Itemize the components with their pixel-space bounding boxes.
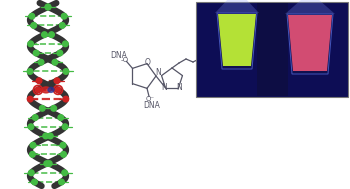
Circle shape xyxy=(54,78,60,84)
Text: N: N xyxy=(162,83,167,92)
Circle shape xyxy=(33,50,39,56)
Circle shape xyxy=(42,32,47,37)
Text: O⁻: O⁻ xyxy=(146,96,155,102)
Circle shape xyxy=(44,161,50,166)
Polygon shape xyxy=(285,0,335,14)
Circle shape xyxy=(61,13,67,19)
Text: Pt: Pt xyxy=(259,67,271,75)
Polygon shape xyxy=(215,0,259,13)
Circle shape xyxy=(32,179,37,185)
Circle shape xyxy=(62,170,68,176)
Text: N: N xyxy=(156,68,161,77)
Text: DNA: DNA xyxy=(110,51,127,60)
Polygon shape xyxy=(288,15,332,71)
Circle shape xyxy=(63,69,69,74)
Circle shape xyxy=(29,13,35,19)
Circle shape xyxy=(55,87,61,93)
Circle shape xyxy=(52,60,58,65)
Circle shape xyxy=(31,23,36,28)
Polygon shape xyxy=(217,13,257,69)
Circle shape xyxy=(45,4,51,10)
Text: =: = xyxy=(202,54,208,63)
Text: O: O xyxy=(145,58,151,67)
Circle shape xyxy=(49,32,54,37)
Text: N=N: N=N xyxy=(197,60,215,69)
Circle shape xyxy=(60,142,66,148)
Circle shape xyxy=(36,78,42,84)
Circle shape xyxy=(38,60,44,65)
FancyBboxPatch shape xyxy=(257,3,288,96)
Circle shape xyxy=(35,87,41,93)
FancyBboxPatch shape xyxy=(196,2,348,97)
Text: DNA: DNA xyxy=(144,101,160,110)
Polygon shape xyxy=(287,14,333,74)
Text: X: X xyxy=(262,80,268,89)
Circle shape xyxy=(57,50,63,56)
Ellipse shape xyxy=(48,87,54,92)
Circle shape xyxy=(63,41,68,47)
Text: N: N xyxy=(250,38,256,47)
Circle shape xyxy=(58,115,64,120)
Circle shape xyxy=(43,133,49,139)
Text: N: N xyxy=(207,55,213,64)
Text: N: N xyxy=(197,51,203,60)
Circle shape xyxy=(29,170,34,176)
Circle shape xyxy=(27,69,33,74)
Circle shape xyxy=(40,105,45,111)
Circle shape xyxy=(47,161,52,166)
Circle shape xyxy=(27,96,33,102)
Circle shape xyxy=(30,152,35,157)
Text: N: N xyxy=(177,83,182,92)
Circle shape xyxy=(61,152,66,157)
Circle shape xyxy=(28,124,34,129)
Circle shape xyxy=(60,23,65,28)
Circle shape xyxy=(63,96,69,102)
Circle shape xyxy=(59,179,64,185)
Circle shape xyxy=(62,124,68,129)
Circle shape xyxy=(33,115,38,120)
Circle shape xyxy=(30,142,36,148)
Ellipse shape xyxy=(42,87,50,93)
Circle shape xyxy=(48,133,53,139)
Circle shape xyxy=(28,41,33,47)
Polygon shape xyxy=(218,14,256,66)
Text: -O: -O xyxy=(120,57,128,63)
Circle shape xyxy=(45,4,51,10)
Circle shape xyxy=(51,105,57,111)
